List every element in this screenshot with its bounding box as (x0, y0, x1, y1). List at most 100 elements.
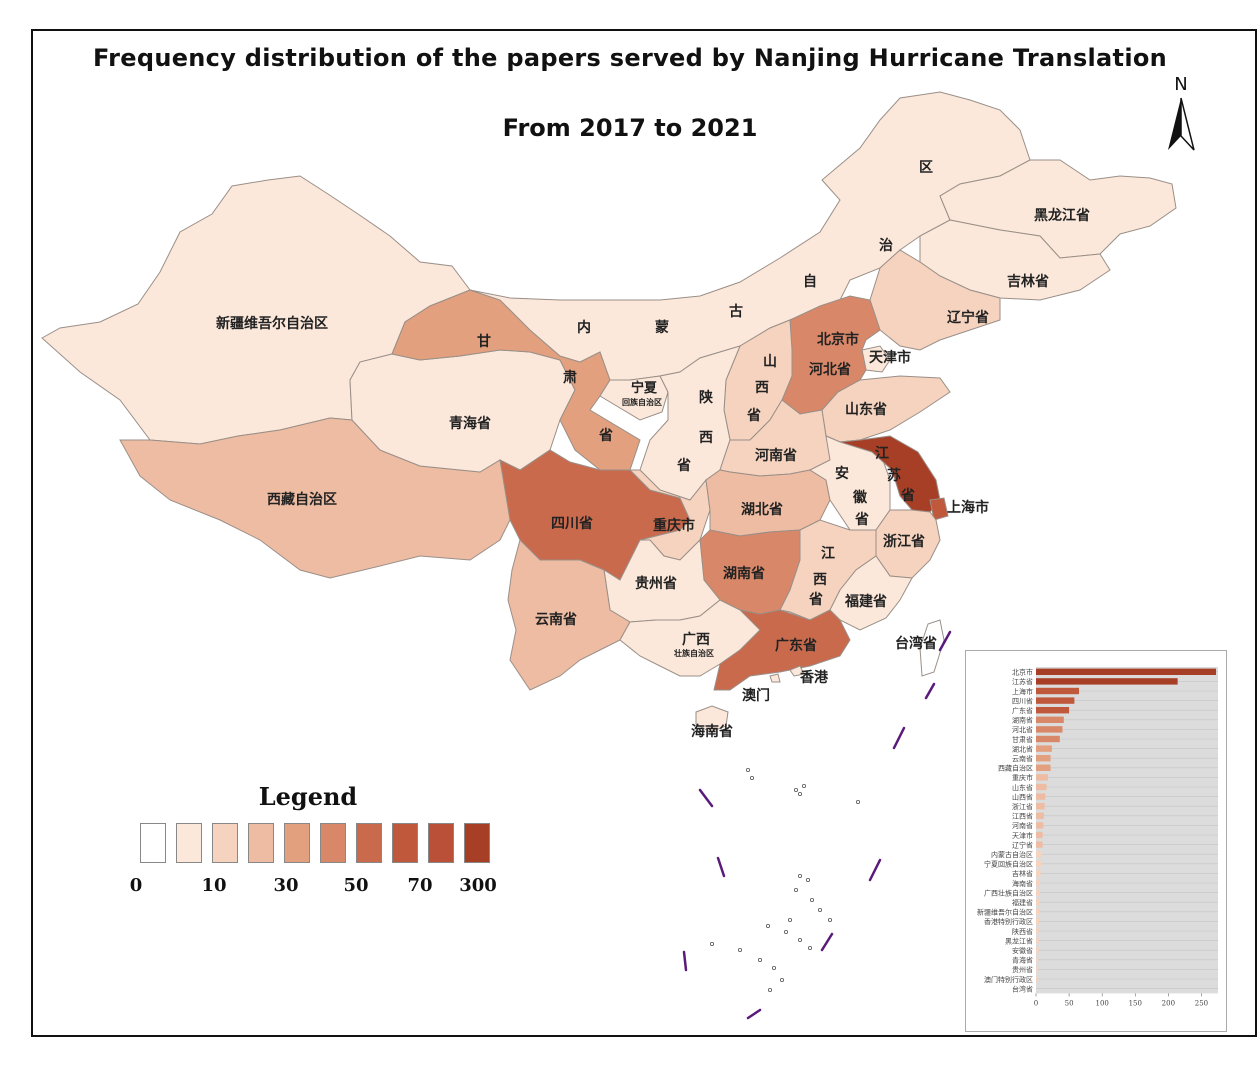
island-dot (808, 946, 813, 951)
inset-category-label: 吉林省 (1012, 869, 1033, 878)
inset-bar (1036, 668, 1217, 675)
province-label: 青海省 (449, 415, 491, 432)
legend-tick: 10 (201, 875, 227, 896)
province-label: 壮族自治区 (674, 648, 714, 658)
nine-dash-line (682, 630, 952, 1020)
province-label: 区 (919, 160, 933, 176)
inset-x-tick-label: 0 (1034, 999, 1038, 1007)
island-dot (818, 908, 823, 913)
inset-bar (1036, 726, 1063, 733)
province-label: 重庆市 (653, 517, 695, 534)
province-label: 西藏自治区 (267, 491, 337, 508)
inset-category-label: 广东省 (1012, 706, 1033, 715)
province-label: 治 (879, 237, 893, 254)
inset-bar (1036, 908, 1040, 915)
inset-category-label: 山东省 (1012, 783, 1033, 792)
inset-bar (1036, 735, 1060, 743)
province-label: 北京市 (817, 331, 859, 348)
province-label: 广西 (682, 631, 710, 648)
island-dot (750, 776, 755, 781)
province-label: 福建省 (844, 593, 887, 610)
inset-bar (1036, 851, 1042, 858)
province-region (789, 665, 805, 677)
legend-swatch (428, 823, 454, 863)
inset-category-label: 浙江省 (1012, 802, 1033, 811)
inset-category-label: 新疆维吾尔自治区 (977, 908, 1033, 917)
inset-bar (1036, 716, 1064, 723)
inset-bar (1036, 899, 1040, 906)
inset-bar (1036, 745, 1052, 752)
legend-swatch (212, 823, 238, 863)
province-label: 天津市 (869, 349, 911, 366)
inset-bar (1036, 755, 1051, 762)
south-china-sea-islands (710, 768, 861, 993)
boundary-dash (924, 682, 936, 700)
province-label: 西 (755, 380, 769, 396)
inset-bar (1036, 889, 1040, 896)
inset-bar (1036, 783, 1047, 791)
island-dot (772, 966, 777, 971)
province-label: 安 (835, 465, 849, 482)
province-label: 河北省 (809, 361, 851, 378)
province-region (695, 705, 729, 733)
province-label: 江 (821, 545, 835, 562)
province-label: 自 (803, 273, 817, 290)
inset-bar (1036, 966, 1038, 973)
inset-category-label: 辽宁省 (1012, 840, 1033, 849)
inset-category-label: 四川省 (1012, 696, 1033, 705)
map-subtitle: From 2017 to 2021 (502, 114, 758, 142)
province-label: 西 (699, 430, 713, 446)
legend-swatch (320, 823, 346, 863)
legend-swatches (140, 823, 490, 863)
inset-bar (1036, 793, 1046, 800)
province-label: 内 (577, 319, 591, 336)
province-region (919, 619, 945, 677)
province-label: 省 (900, 487, 915, 504)
inset-bar (1036, 918, 1040, 925)
inset-category-label: 海南省 (1012, 879, 1033, 888)
boundary-dash (938, 630, 952, 652)
north-arrow-icon: N (1168, 74, 1195, 151)
legend-swatch (140, 823, 166, 863)
island-dot (828, 918, 833, 923)
province-label: 省 (808, 591, 823, 608)
province-label: 江 (875, 445, 889, 462)
province-label: 省 (676, 457, 691, 474)
province-label: 浙江省 (883, 533, 925, 550)
inset-category-label: 青海省 (1012, 956, 1033, 965)
inset-category-label: 安徽省 (1012, 946, 1033, 955)
inset-bar (1036, 678, 1178, 685)
inset-bar (1036, 822, 1044, 829)
island-dot (784, 930, 789, 935)
inset-category-label: 北京市 (1012, 668, 1033, 677)
province-label: 徽 (852, 489, 868, 506)
inset-category-label: 云南省 (1012, 754, 1033, 763)
province-label: 山 (763, 354, 777, 370)
island-dot (758, 958, 763, 963)
inset-bar (1036, 841, 1043, 848)
inset-x-tick-label: 250 (1195, 999, 1208, 1007)
province-label: 回族自治区 (622, 397, 662, 407)
province-label: 吉林省 (1007, 273, 1049, 290)
province-label: 古 (729, 303, 743, 320)
province-label: 云南省 (535, 611, 577, 628)
inset-bar (1036, 860, 1042, 867)
province-region (869, 249, 1001, 351)
province-label: 台湾省 (895, 635, 937, 652)
inset-category-label: 福建省 (1012, 898, 1033, 907)
inset-bar (1036, 947, 1039, 954)
north-label: N (1174, 74, 1187, 95)
island-dot (798, 874, 803, 879)
province-label: 贵州省 (635, 575, 677, 592)
island-dot (798, 792, 803, 797)
inset-x-tick-label: 200 (1162, 999, 1175, 1007)
island-dot (766, 924, 771, 929)
boundary-dash (868, 858, 882, 882)
legend-swatch (284, 823, 310, 863)
province-region (507, 539, 631, 691)
inset-bar (1036, 956, 1038, 963)
inset-category-label: 黑龙江省 (1005, 936, 1033, 945)
inset-x-tick-label: 150 (1129, 999, 1142, 1007)
legend-swatch (248, 823, 274, 863)
legend-tick: 70 (407, 875, 433, 896)
